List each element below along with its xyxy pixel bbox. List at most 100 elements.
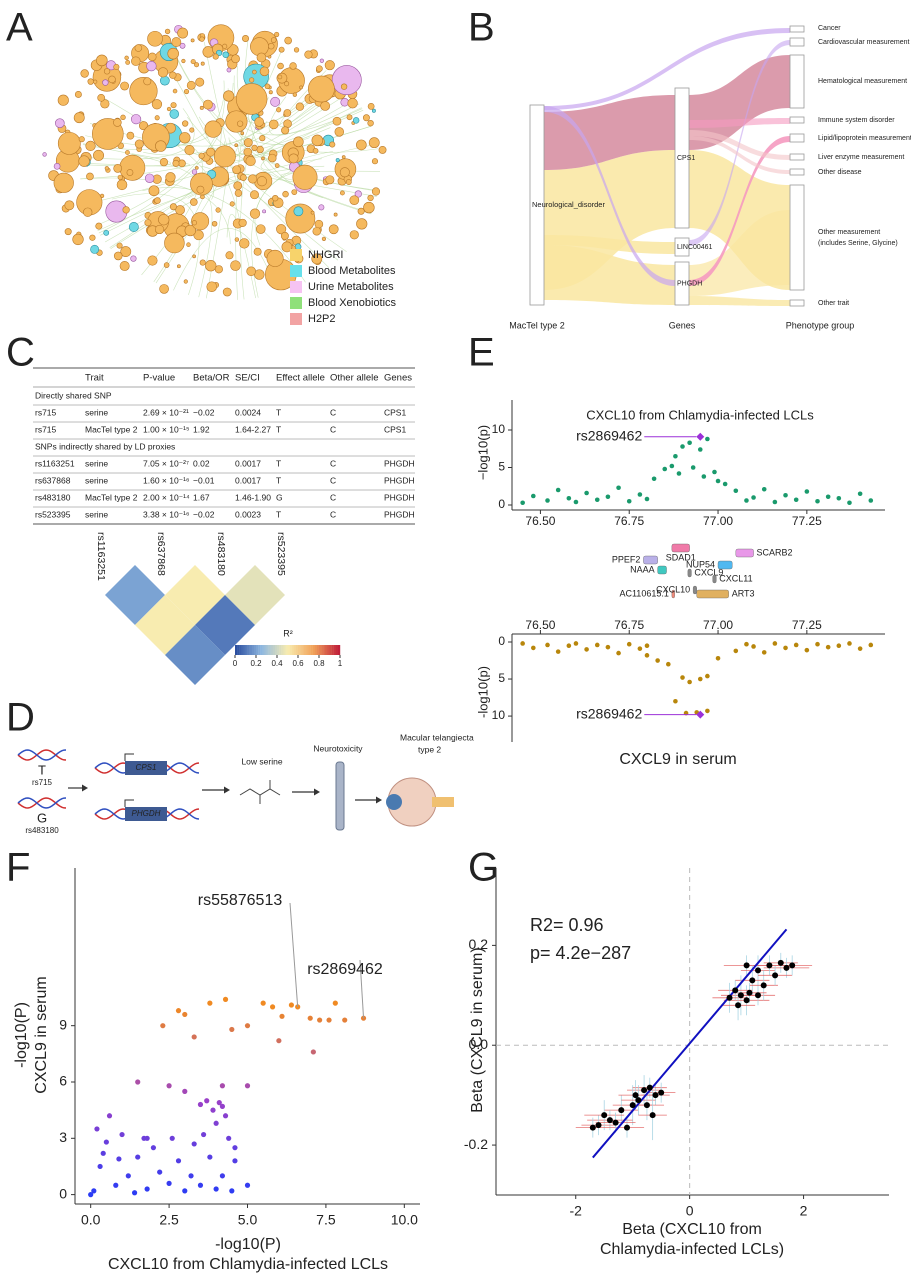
- colorbar-segment: [316, 645, 320, 655]
- network-node: [272, 194, 279, 202]
- network-node: [100, 99, 110, 109]
- point: [594, 642, 600, 648]
- network-node: [179, 42, 186, 49]
- network-node: [354, 190, 362, 198]
- legend-label: Urine Metabolites: [308, 281, 394, 293]
- network-node: [259, 66, 270, 77]
- point: [244, 1083, 251, 1089]
- network-node: [183, 279, 188, 284]
- gene-label: CXCL11: [719, 573, 752, 583]
- network-node: [304, 50, 313, 59]
- network-node: [113, 164, 123, 173]
- point: [222, 996, 229, 1002]
- point: [761, 650, 767, 655]
- gene-label: PHGDH: [132, 809, 161, 818]
- network-node: [352, 117, 360, 124]
- colorbar-segment: [300, 645, 303, 655]
- y-tick-label: 0: [59, 1185, 67, 1201]
- network-node: [324, 60, 335, 71]
- network-node: [292, 92, 297, 97]
- network-node: [144, 173, 155, 183]
- network-node: [159, 158, 169, 167]
- point: [144, 1135, 150, 1141]
- point: [595, 1122, 602, 1129]
- pathway-step: Macular telangiecta: [400, 732, 474, 742]
- network-node: [128, 222, 139, 232]
- network-node: [167, 47, 179, 60]
- panel-label: A: [6, 6, 33, 50]
- point: [644, 653, 650, 658]
- x-axis-label: Beta (CXCL10 from: [622, 1221, 762, 1238]
- network-node: [319, 58, 324, 63]
- colorbar-segment: [245, 645, 248, 655]
- point: [605, 644, 611, 650]
- network-node: [367, 103, 375, 110]
- point: [166, 1180, 172, 1186]
- sankey-node: [789, 168, 805, 176]
- x-tick-label: 76.75: [614, 514, 644, 528]
- colorbar-segment: [321, 645, 324, 655]
- network-edge: [83, 80, 225, 150]
- colorbar-segment: [262, 645, 265, 655]
- network-node: [371, 108, 376, 113]
- colorbar-segment: [293, 645, 297, 655]
- table-cell: C: [330, 475, 336, 485]
- colorbar-segment: [285, 645, 288, 655]
- network-node: [116, 242, 123, 249]
- sankey-node: [789, 184, 805, 291]
- point: [175, 1008, 182, 1014]
- point: [793, 642, 799, 648]
- dna-strand: [17, 749, 67, 761]
- fit-line: [592, 928, 788, 1159]
- network-node: [349, 230, 359, 240]
- network-node: [243, 138, 253, 148]
- network-edge: [262, 147, 372, 215]
- network-node: [172, 88, 178, 94]
- ld-cell: [165, 625, 225, 685]
- legend-label: H2P2: [308, 313, 336, 325]
- point: [644, 643, 650, 649]
- network-node: [108, 75, 116, 84]
- sankey-node: [674, 87, 690, 229]
- network-node: [357, 207, 365, 215]
- sankey-node: [529, 104, 545, 306]
- network-node: [86, 172, 94, 181]
- network-node: [53, 172, 74, 193]
- network-node: [367, 194, 374, 202]
- point: [332, 1000, 338, 1006]
- sankey-node-label: (includes Serine, Glycine): [818, 240, 898, 247]
- table-cell: T: [276, 424, 281, 434]
- sankey-node: [789, 25, 805, 33]
- network-node: [178, 159, 186, 168]
- network-node: [225, 251, 234, 260]
- network-node: [214, 265, 223, 274]
- x-tick-label: -2: [570, 1203, 583, 1219]
- y-axis-label: -log10(p): [475, 666, 490, 718]
- network-edge: [142, 187, 306, 283]
- point: [705, 673, 710, 679]
- point: [666, 661, 671, 667]
- table-cell: 1.67: [193, 492, 210, 502]
- network-node: [268, 90, 273, 95]
- panel-label: C: [6, 331, 35, 375]
- network-node: [163, 262, 170, 268]
- point: [760, 982, 767, 989]
- point: [200, 1131, 207, 1138]
- network-node: [250, 190, 259, 200]
- point: [182, 1011, 188, 1018]
- network-node: [154, 197, 161, 204]
- network-node: [184, 145, 195, 156]
- point: [857, 646, 863, 651]
- sankey-axis-label: MacTel type 2: [509, 320, 565, 330]
- y-axis-label: -log10(P): [13, 1002, 30, 1068]
- colorbar-segment: [319, 645, 322, 655]
- point: [635, 1097, 642, 1104]
- network-node: [367, 119, 374, 127]
- point: [219, 1173, 226, 1179]
- point: [651, 476, 657, 482]
- network-node: [277, 62, 284, 70]
- point: [733, 648, 739, 654]
- colorbar-segment: [291, 645, 294, 655]
- network-node: [165, 172, 176, 183]
- colorbar-segment: [237, 645, 240, 655]
